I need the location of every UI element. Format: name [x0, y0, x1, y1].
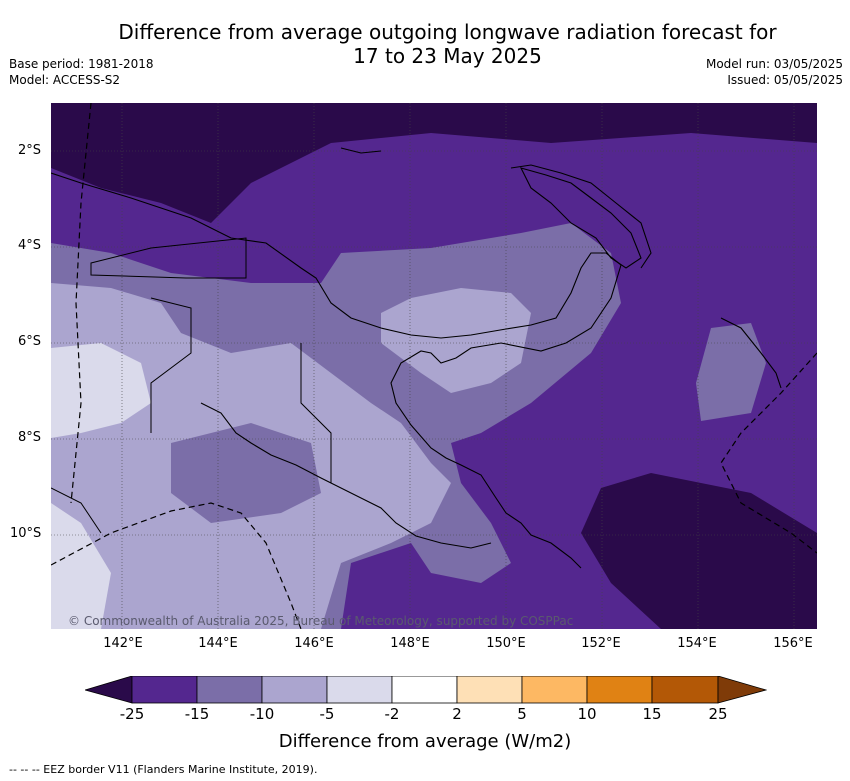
title-line-2: 17 to 23 May 2025: [353, 44, 542, 68]
map-svg: [51, 103, 817, 629]
anomaly-band-mid-east: [696, 323, 766, 421]
colorbar-extend-high: [717, 675, 768, 704]
map-title: Difference from average outgoing longwav…: [60, 20, 835, 68]
colorbar-svg: [83, 675, 768, 704]
model-name: Model: ACCESS-S2: [9, 73, 121, 87]
colorbar-bin-6: [456, 675, 523, 704]
anomaly-band-darkest-southeast: [581, 473, 817, 629]
borders: [51, 237, 332, 534]
lon-label-152e: 152°E: [581, 636, 621, 651]
lat-label-10s: 10°S: [10, 526, 42, 541]
colorbar-bin-5: [391, 675, 458, 704]
lat-label-6s: 6°S: [18, 334, 42, 349]
lon-label-146e: 146°E: [294, 636, 334, 651]
eez-border: [51, 103, 817, 629]
lon-label-144e: 144°E: [198, 636, 238, 651]
coastlines: [51, 147, 782, 569]
eez-west: [70, 103, 92, 504]
colorbar: [83, 675, 768, 710]
colorbar-bin-3: [261, 675, 328, 704]
province-border-west: [150, 297, 192, 433]
colorbar-tick: -10: [249, 705, 275, 723]
colorbar-bin-7: [521, 675, 588, 704]
lat-label-2s: 2°S: [18, 143, 42, 158]
lon-label-156e: 156°E: [773, 636, 813, 651]
lat-label-8s: 8°S: [18, 430, 42, 445]
graticule: [51, 103, 817, 629]
meta-right: Model run: 03/05/2025 Issued: 05/05/2025: [706, 56, 843, 88]
solomon-coast: [720, 317, 782, 389]
colorbar-tick: 5: [517, 705, 527, 723]
png-north-coast: [51, 172, 622, 569]
anomaly-band-light-north: [381, 288, 531, 393]
model-run: Model run: 03/05/2025: [705, 57, 843, 71]
anomaly-band-mid-south: [171, 423, 321, 523]
colorbar-bin-9: [651, 675, 719, 704]
lat-label-4s: 4°S: [18, 238, 42, 253]
border-southwest: [51, 487, 102, 534]
colorbar-tick: 15: [642, 705, 662, 723]
base-period: Base period: 1981-2018: [9, 57, 154, 71]
png-south-coast: [200, 402, 492, 549]
province-border-sepik: [90, 237, 247, 279]
eez-footnote: -- -- -- EEZ border V11 (Flanders Marine…: [9, 763, 318, 776]
lon-label-142e: 142°E: [103, 636, 143, 651]
colorbar-tick: 2: [452, 705, 462, 723]
colorbar-bin-2: [196, 675, 263, 704]
anomaly-band-darkest-north: [51, 103, 817, 223]
lon-label-150e: 150°E: [486, 636, 526, 651]
colorbar-tick: -5: [319, 705, 335, 723]
colorbar-extend-low: [83, 675, 133, 704]
issued-date: Issued: 05/05/2025: [727, 73, 843, 87]
new-britain-coast: [519, 167, 642, 269]
colorbar-tick: -25: [119, 705, 145, 723]
colorbar-label: Difference from average (W/m2): [278, 731, 572, 752]
eez-east: [720, 352, 817, 554]
colorbar-bin-1: [131, 675, 198, 704]
colorbar-tick: 25: [708, 705, 728, 723]
lon-label-154e: 154°E: [677, 636, 717, 651]
colorbar-tick: 10: [577, 705, 597, 723]
province-border-central: [300, 343, 332, 483]
new-ireland-coast: [510, 164, 652, 269]
colorbar-bin-4: [326, 675, 393, 704]
meta-left: Base period: 1981-2018 Model: ACCESS-S2: [9, 56, 154, 88]
title-line-1: Difference from average outgoing longwav…: [118, 20, 777, 44]
map-area: [51, 103, 817, 629]
lon-label-148e: 148°E: [390, 636, 430, 651]
colorbar-tick: -15: [184, 705, 210, 723]
islands-north: [340, 147, 382, 154]
colorbar-bin-8: [586, 675, 653, 704]
colorbar-tick: -2: [384, 705, 400, 723]
copyright-notice: © Commonwealth of Australia 2025, Bureau…: [68, 614, 574, 628]
anomaly-band-lightest-west: [51, 343, 151, 438]
anomaly-band-lightest-southwest: [51, 503, 111, 629]
